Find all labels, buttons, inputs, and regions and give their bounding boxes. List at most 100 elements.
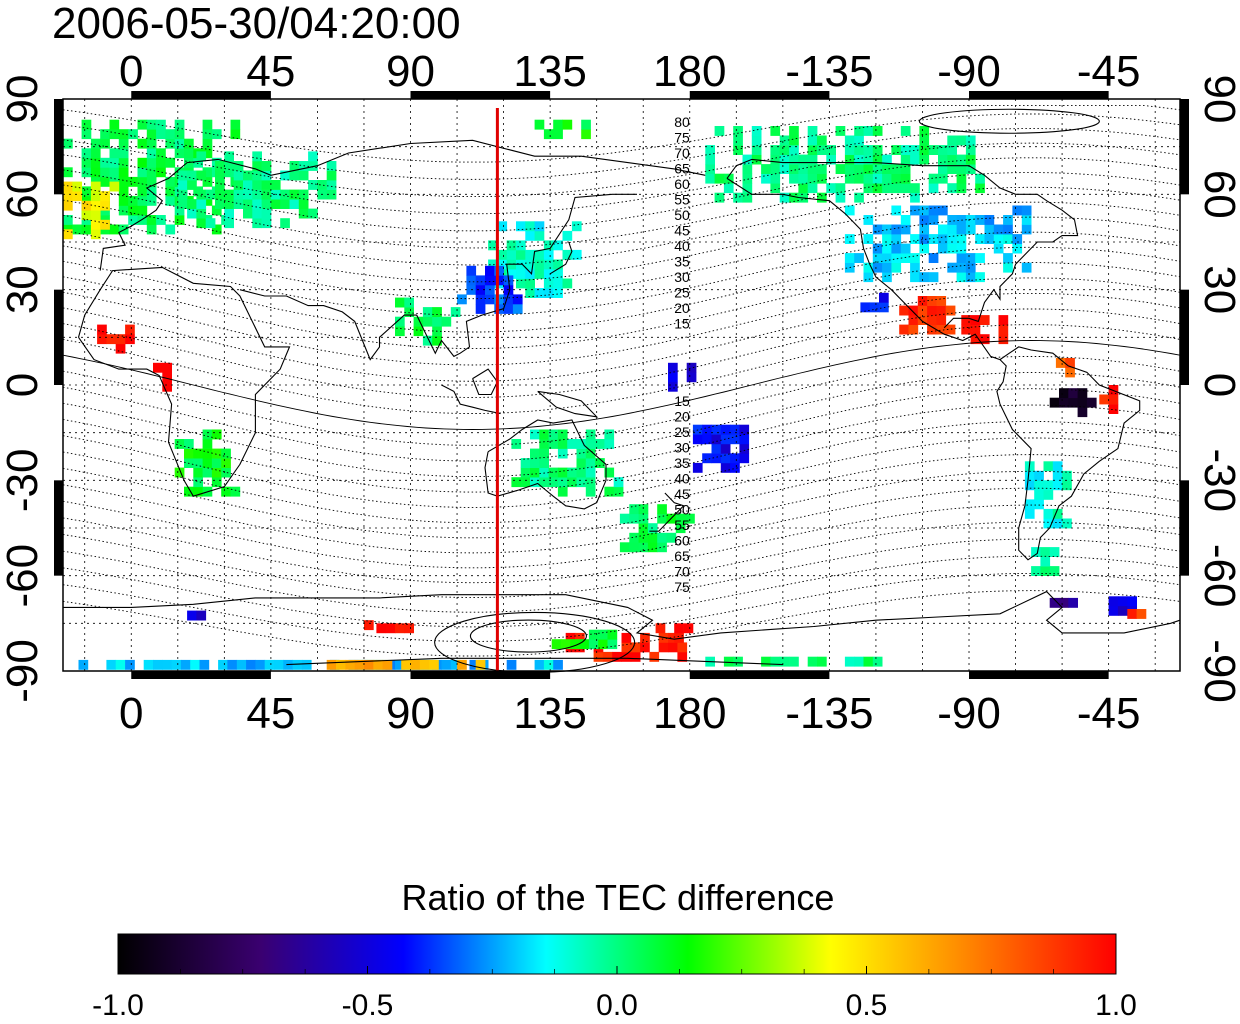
tec-cell: [395, 326, 405, 337]
tec-cell: [162, 372, 172, 383]
tec-cell: [494, 294, 504, 305]
tec-cell: [927, 324, 937, 335]
tec-cell: [1127, 609, 1137, 619]
tec-cell: [174, 215, 185, 225]
tec-cell: [184, 486, 194, 497]
axis-bar-left: [54, 480, 63, 576]
tec-cell: [548, 467, 559, 478]
tec-cell: [863, 126, 874, 136]
tec-cell: [604, 439, 615, 449]
tec-cell: [410, 659, 421, 670]
tec-cell: [714, 173, 725, 184]
tec-cell: [1049, 597, 1060, 608]
tec-cell: [675, 523, 686, 534]
axis-bar-right: [1180, 99, 1189, 195]
tec-cell: [720, 462, 731, 473]
tec-cell: [585, 477, 596, 488]
tec-cell: [588, 639, 599, 650]
tec-cell: [553, 659, 563, 670]
tec-cell: [422, 307, 433, 317]
tec-cell: [975, 173, 985, 184]
tec-cell: [965, 262, 976, 273]
tec-cell: [947, 215, 957, 225]
lat-tick-label-right: 30: [1195, 265, 1240, 314]
lat-tick-label-right: 90: [1195, 75, 1240, 124]
tec-cell: [882, 183, 892, 194]
tec-cell: [705, 173, 715, 184]
tec-cell: [395, 623, 405, 634]
tec-cell: [100, 167, 110, 178]
tec-cell: [720, 434, 731, 445]
tec-cell: [723, 656, 734, 667]
tec-cell: [965, 253, 976, 263]
tec-cell: [576, 439, 587, 449]
tec-cell: [230, 129, 241, 140]
tec-cell: [317, 180, 328, 190]
tec-cell: [118, 167, 129, 178]
tec-cell: [224, 189, 234, 200]
tec-cell: [298, 170, 309, 181]
tec-cell: [975, 253, 985, 263]
contour-label: 35: [674, 455, 690, 471]
tec-cell: [485, 294, 495, 305]
tec-cell: [488, 240, 498, 251]
tec-cell: [534, 119, 545, 130]
tec-cell: [422, 335, 433, 346]
tec-cell: [153, 362, 163, 373]
tec-cell: [180, 659, 191, 670]
tec-cell: [761, 164, 771, 174]
tec-cell: [475, 284, 486, 295]
tec-cell: [571, 249, 582, 260]
tec-cell: [956, 154, 967, 165]
tec-patch: [376, 623, 414, 634]
tec-cell: [612, 651, 622, 662]
tec-cell: [196, 218, 207, 229]
tec-cell: [553, 278, 563, 289]
tec-cell: [137, 119, 148, 130]
axis-bar-bottom: [969, 671, 1109, 679]
tec-cell: [891, 173, 902, 184]
tec-cell: [497, 249, 508, 260]
tec-cell: [621, 651, 632, 662]
tec-cell: [512, 304, 523, 314]
magnetic-contour: [62, 186, 1181, 266]
tec-cell: [668, 372, 678, 383]
tec-cell: [78, 659, 89, 670]
tec-cell: [979, 315, 990, 325]
tec-cell: [965, 164, 976, 174]
tec-cell: [326, 659, 337, 670]
tec-cell: [72, 224, 82, 235]
tec-cell: [733, 656, 743, 667]
tec-cell: [739, 453, 750, 464]
tec-cell: [503, 304, 514, 314]
tec-cell: [674, 632, 684, 643]
tec-cell: [720, 453, 731, 464]
tec-cell: [174, 205, 185, 216]
tec-cell: [475, 275, 486, 286]
tec-cell: [494, 304, 504, 314]
coastline: [537, 390, 599, 418]
tec-cell: [1034, 489, 1044, 500]
tec-cell: [919, 215, 930, 225]
tec-cell: [975, 183, 985, 194]
tec-cell: [1024, 480, 1035, 491]
tec-cell: [863, 173, 874, 184]
magnetic-contour: [62, 216, 1181, 300]
tec-cell: [1003, 215, 1013, 225]
tec-cell: [751, 126, 762, 136]
tec-cell: [401, 659, 411, 670]
tec-cell: [593, 651, 604, 662]
lon-tick-label-bottom: 180: [653, 689, 726, 738]
tec-cell: [156, 119, 166, 130]
tec-cell: [202, 467, 213, 478]
tec-cell: [938, 224, 948, 235]
tec-patch: [364, 620, 374, 631]
tec-cell: [595, 439, 605, 449]
magnetic-contour: [62, 555, 1181, 628]
tec-cell: [1031, 566, 1041, 576]
tec-patch: [860, 292, 889, 313]
tec-cell: [711, 443, 722, 454]
tec-cell: [100, 129, 110, 140]
tec-cell: [647, 532, 658, 543]
tec-cell: [900, 183, 911, 194]
